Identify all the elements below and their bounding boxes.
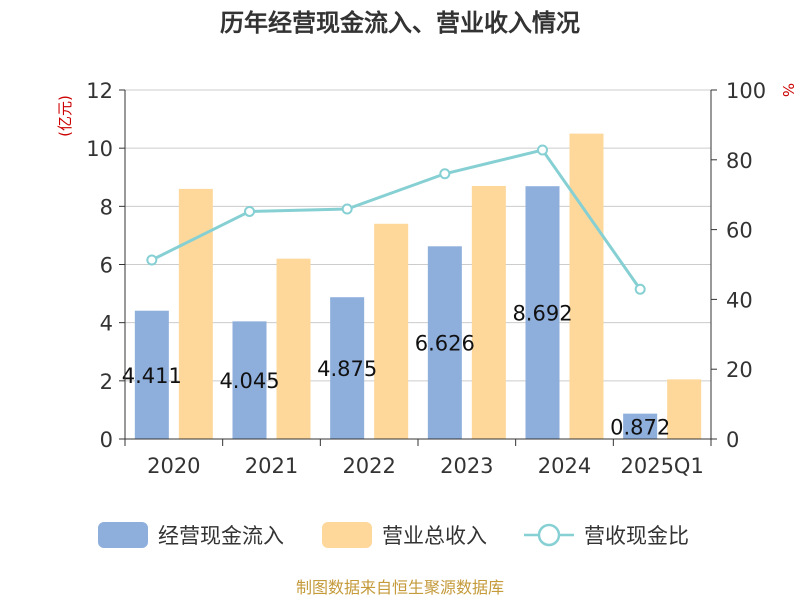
y-left-tick-label: 12 [86,79,113,103]
y-right-tick-label: 40 [726,288,753,312]
bar-revenue [178,188,213,439]
bars [134,133,702,439]
legend: 经营现金流入 营业总收入 营收现金比 [98,522,689,548]
legend-marker-ratio [537,523,561,547]
data-label-cashflow: 4.411 [122,364,182,388]
bar-cashflow [232,321,267,439]
ratio-point [341,203,353,215]
legend-swatch-cashflow [98,522,148,548]
bar-revenue [569,133,604,439]
y-axis-left-label: (亿元) [56,95,74,137]
source-note: 制图数据来自恒生聚源数据库 [296,578,504,597]
axes: 0 2 4 6 8 10 12 0 20 40 60 80 100 2020 2021 2022 2023 202… [86,79,766,478]
ratio-point [244,205,255,217]
x-tick-label: 2023 [440,454,493,478]
data-label-cashflow: 4.875 [317,357,377,381]
bar-revenue [276,258,311,439]
data-label-cashflow: 0.872 [610,415,670,439]
data-labels: 4.411 4.045 4.875 6.626 8.692 0.872 [122,302,670,440]
x-tick-label: 2024 [538,454,591,478]
legend-label-ratio: 营收现金比 [584,524,689,548]
bar-cashflow [525,186,560,439]
ratio-point [634,283,646,295]
data-label-cashflow: 4.045 [219,369,279,393]
legend-label-cashflow: 经营现金流入 [158,524,284,548]
x-tick-label: 2022 [342,454,395,478]
legend-swatch-revenue [322,522,372,548]
ratio-point [146,254,158,266]
x-tick-label: 2020 [147,454,200,478]
y-right-tick-label: 0 [726,428,739,452]
ratio-point [439,168,451,180]
y-left-tick-label: 8 [100,195,113,219]
bar-cashflow [134,310,169,439]
bar-revenue [374,223,409,439]
bar-cashflow [427,246,462,439]
bar-cashflow [623,413,658,439]
y-left-tick-label: 2 [100,370,113,394]
legend-label-revenue: 营业总收入 [382,524,487,548]
y-left-tick-label: 10 [86,137,113,161]
y-left-tick-label: 4 [100,312,113,336]
y-right-tick-label: 20 [726,358,753,382]
x-tick-label: 2021 [245,454,298,478]
y-left-tick-label: 0 [100,428,113,452]
grid-lines [125,89,711,382]
ratio-line [146,144,646,295]
bar-revenue [667,379,702,439]
x-tick-label: 2025Q1 [620,454,703,478]
ratio-point [537,144,548,156]
data-label-cashflow: 8.692 [512,302,572,326]
bar-cashflow [330,297,365,439]
y-right-tick-label: 60 [726,219,753,243]
y-axis-right-label: % [779,83,797,97]
y-right-tick-label: 80 [726,149,753,173]
data-label-cashflow: 6.626 [415,332,475,356]
y-right-tick-label: 100 [726,79,766,103]
ratio-line-path [151,148,642,291]
chart-title: 历年经营现金流入、营业收入情况 [220,9,580,37]
y-left-tick-label: 6 [100,254,113,278]
bar-revenue [471,185,506,439]
